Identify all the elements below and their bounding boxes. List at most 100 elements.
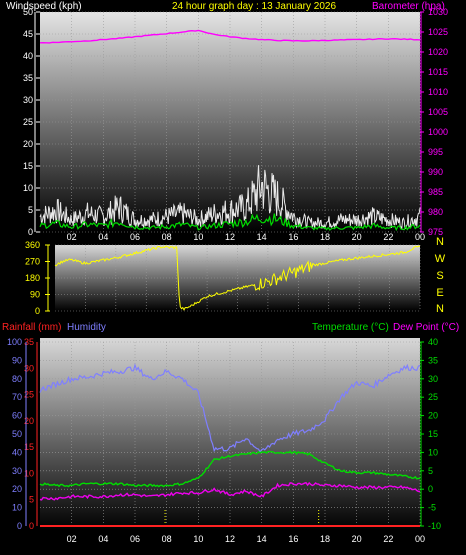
x-tick-label: 18 bbox=[320, 232, 330, 242]
right-tick-label: 995 bbox=[428, 147, 443, 157]
x-tick-label: 02 bbox=[67, 232, 77, 242]
right-tick-label: 1025 bbox=[428, 27, 448, 37]
humidity-axis-label: Humidity bbox=[67, 322, 106, 333]
x-tick-label: 20 bbox=[352, 534, 362, 544]
x-tick-label: 08 bbox=[162, 232, 172, 242]
humidity-tick-label: 10 bbox=[12, 503, 22, 513]
x-tick-label: 12 bbox=[225, 232, 235, 242]
right-tick-label: 1005 bbox=[428, 107, 448, 117]
rainfall-tick-label: 25 bbox=[24, 390, 34, 400]
compass-label: N bbox=[436, 303, 444, 315]
wind-direction-line bbox=[54, 245, 421, 311]
right-tick-label: 1020 bbox=[428, 47, 448, 57]
temperature-tick-label: 0 bbox=[428, 484, 433, 494]
x-tick-label: 22 bbox=[383, 232, 393, 242]
rainfall-tick-label: 10 bbox=[24, 468, 34, 478]
x-tick-label: 14 bbox=[257, 232, 267, 242]
x-tick-label: 16 bbox=[288, 534, 298, 544]
temperature-tick-label: -5 bbox=[428, 503, 436, 513]
left-tick-label: 45 bbox=[23, 29, 33, 39]
humidity-tick-label: 50 bbox=[12, 429, 22, 439]
right-tick-label: 980 bbox=[428, 207, 443, 217]
right-tick-label: 985 bbox=[428, 187, 443, 197]
right-tick-label: 975 bbox=[428, 227, 443, 237]
left-tick-label: 50 bbox=[23, 7, 33, 17]
x-tick-label: 00 bbox=[415, 232, 425, 242]
temperature-tick-label: 20 bbox=[428, 411, 438, 421]
x-tick-label: 22 bbox=[383, 534, 393, 544]
left-tick-label: 10 bbox=[23, 183, 33, 193]
x-tick-label: 04 bbox=[98, 232, 108, 242]
x-tick-label: 08 bbox=[162, 534, 172, 544]
temperature-tick-label: -10 bbox=[428, 521, 441, 531]
left-tick-label: 25 bbox=[23, 117, 33, 127]
temperature-tick-label: 35 bbox=[428, 355, 438, 365]
direction-tick-label: 180 bbox=[25, 273, 40, 283]
compass-label: E bbox=[436, 287, 443, 299]
rainfall-tick-label: 0 bbox=[29, 521, 34, 531]
x-tick-label: 18 bbox=[320, 534, 330, 544]
temperature-tick-label: 30 bbox=[428, 374, 438, 384]
left-tick-label: 15 bbox=[23, 161, 33, 171]
direction-tick-label: 0 bbox=[35, 306, 40, 316]
temperature-axis-label: Temperature (°C) bbox=[312, 322, 389, 333]
rainfall-tick-label: 35 bbox=[24, 337, 34, 347]
compass-label: W bbox=[435, 253, 446, 265]
humidity-tick-label: 0 bbox=[17, 521, 22, 531]
right-tick-label: 1000 bbox=[428, 127, 448, 137]
left-tick-label: 30 bbox=[23, 95, 33, 105]
direction-tick-label: 270 bbox=[25, 257, 40, 267]
x-tick-label: 06 bbox=[130, 232, 140, 242]
left-tick-label: 35 bbox=[23, 73, 33, 83]
humidity-tick-label: 70 bbox=[12, 392, 22, 402]
chart-title: 24 hour graph day : 13 January 2026 bbox=[172, 1, 336, 12]
wind-average-line bbox=[39, 213, 421, 232]
windspeed-axis-label: Windspeed (kph) bbox=[6, 1, 82, 12]
dewpoint-line bbox=[39, 481, 420, 501]
x-tick-label: 06 bbox=[130, 534, 140, 544]
rainfall-tick-label: 30 bbox=[24, 363, 34, 373]
right-tick-label: 1015 bbox=[428, 67, 448, 77]
temperature-tick-label: 10 bbox=[428, 447, 438, 457]
direction-tick-label: 360 bbox=[25, 240, 40, 250]
wind-gust-line bbox=[39, 165, 421, 231]
compass-label: N bbox=[436, 236, 444, 248]
dewpoint-axis-label: Dew Point (°C) bbox=[393, 322, 459, 333]
right-tick-label: 1010 bbox=[428, 87, 448, 97]
x-tick-label: 16 bbox=[288, 232, 298, 242]
right-tick-label: 1030 bbox=[428, 7, 448, 17]
rainfall-tick-label: 5 bbox=[29, 495, 34, 505]
compass-label: S bbox=[436, 270, 443, 282]
x-tick-label: 14 bbox=[257, 534, 267, 544]
x-tick-label: 04 bbox=[98, 534, 108, 544]
x-tick-label: 02 bbox=[67, 534, 77, 544]
rainfall-tick-label: 20 bbox=[24, 416, 34, 426]
barometer-axis-label: Barometer (hpa) bbox=[372, 1, 445, 12]
humidity-line bbox=[39, 363, 421, 454]
left-tick-label: 40 bbox=[23, 51, 33, 61]
temperature-tick-label: 5 bbox=[428, 466, 433, 476]
left-tick-label: 5 bbox=[28, 205, 33, 215]
humidity-tick-label: 80 bbox=[12, 374, 22, 384]
humidity-tick-label: 30 bbox=[12, 466, 22, 476]
rainfall-tick-label: 15 bbox=[24, 442, 34, 452]
left-tick-label: 20 bbox=[23, 139, 33, 149]
temperature-tick-label: 40 bbox=[428, 337, 438, 347]
x-tick-label: 10 bbox=[193, 534, 203, 544]
humidity-tick-label: 20 bbox=[12, 484, 22, 494]
x-tick-label: 10 bbox=[193, 232, 203, 242]
left-tick-label: 0 bbox=[28, 227, 33, 237]
right-tick-label: 990 bbox=[428, 167, 443, 177]
humidity-tick-label: 90 bbox=[12, 355, 22, 365]
x-tick-label: 00 bbox=[415, 534, 425, 544]
temperature-tick-label: 25 bbox=[428, 392, 438, 402]
x-tick-label: 12 bbox=[225, 534, 235, 544]
x-tick-label: 20 bbox=[352, 232, 362, 242]
temperature-line bbox=[39, 450, 421, 488]
barometer-line bbox=[39, 29, 421, 44]
humidity-tick-label: 40 bbox=[12, 447, 22, 457]
direction-tick-label: 90 bbox=[30, 290, 40, 300]
humidity-tick-label: 100 bbox=[7, 337, 22, 347]
